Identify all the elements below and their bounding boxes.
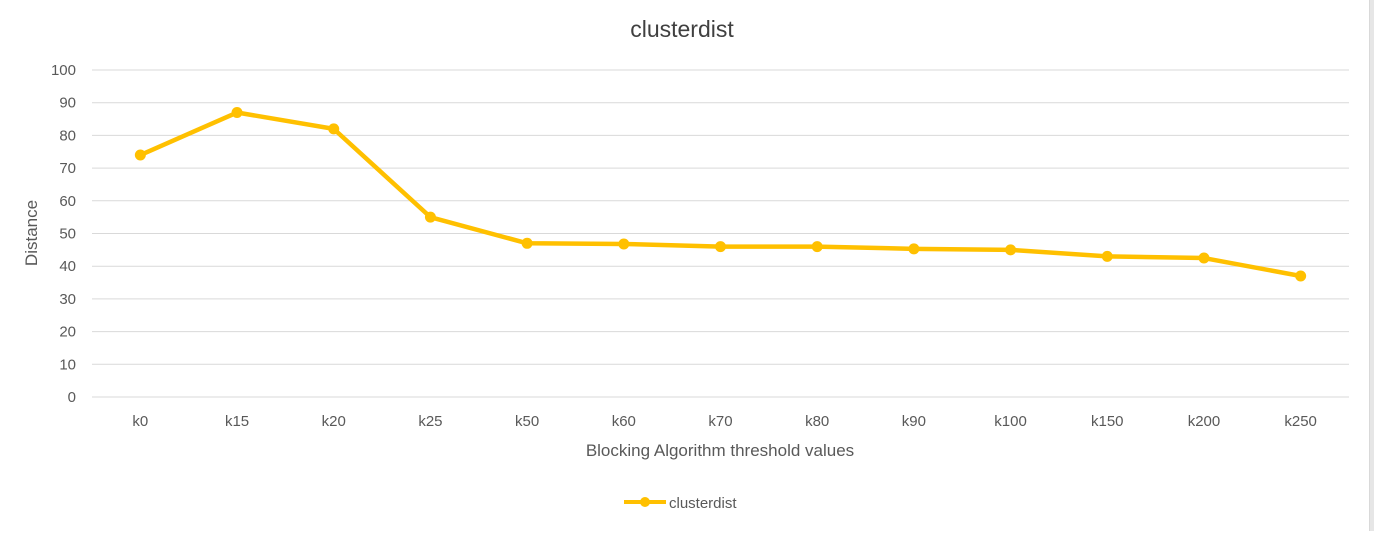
y-tick-label: 40 <box>59 258 76 275</box>
data-point-k70 <box>715 241 726 253</box>
x-tick-label: k25 <box>418 413 442 430</box>
y-tick-label: 20 <box>59 324 76 341</box>
data-point-k25 <box>424 211 436 223</box>
x-tick-label: k20 <box>322 413 346 430</box>
y-axis-title: Distance <box>22 200 41 266</box>
x-tick-label: k250 <box>1284 413 1317 430</box>
data-point-k60 <box>618 238 630 250</box>
chart-title: clusterdist <box>630 16 734 42</box>
legend-series-marker <box>640 497 650 507</box>
x-tick-label: k90 <box>902 413 926 430</box>
y-tick-label: 30 <box>59 291 76 308</box>
legend: clusterdist <box>624 495 737 512</box>
y-axis-ticks: 0 10 20 30 40 50 60 70 80 90 100 <box>51 62 76 406</box>
x-tick-label: k15 <box>225 413 249 430</box>
gridlines <box>92 69 1349 398</box>
data-point-k90 <box>908 243 920 255</box>
x-tick-label: k80 <box>805 413 829 430</box>
x-tick-label: k0 <box>132 413 148 430</box>
x-tick-label: k150 <box>1091 413 1124 430</box>
data-point-k15 <box>231 107 243 119</box>
data-point-k80 <box>811 241 823 253</box>
legend-series-label: clusterdist <box>669 495 737 512</box>
data-point-k100 <box>1005 244 1017 256</box>
x-tick-label: k60 <box>612 413 636 430</box>
data-point-k200 <box>1198 252 1210 264</box>
y-tick-label: 70 <box>59 160 76 177</box>
data-point-k250 <box>1295 270 1307 282</box>
y-tick-label: 60 <box>59 193 76 210</box>
window-edge <box>1369 0 1374 531</box>
series-layer <box>134 107 1307 282</box>
y-tick-label: 0 <box>68 389 76 406</box>
y-tick-label: 100 <box>51 62 76 79</box>
y-tick-label: 80 <box>59 127 76 144</box>
data-point-k20 <box>328 123 340 135</box>
y-tick-label: 10 <box>59 356 76 373</box>
data-point-k150 <box>1101 250 1113 262</box>
data-point-k0 <box>134 149 146 161</box>
x-tick-label: k50 <box>515 413 539 430</box>
x-tick-label: k200 <box>1188 413 1221 430</box>
y-tick-label: 50 <box>59 226 76 243</box>
data-point-k50 <box>521 237 533 249</box>
x-axis-ticks: k0 k15 k20 k25 k50 k60 k70 k80 k90 k100 k150 k200 k2… <box>132 413 1316 430</box>
x-tick-label: k100 <box>994 413 1027 430</box>
x-tick-label: k70 <box>708 413 732 430</box>
y-tick-label: 90 <box>59 95 76 112</box>
x-axis-title: Blocking Algorithm threshold values <box>586 441 854 460</box>
